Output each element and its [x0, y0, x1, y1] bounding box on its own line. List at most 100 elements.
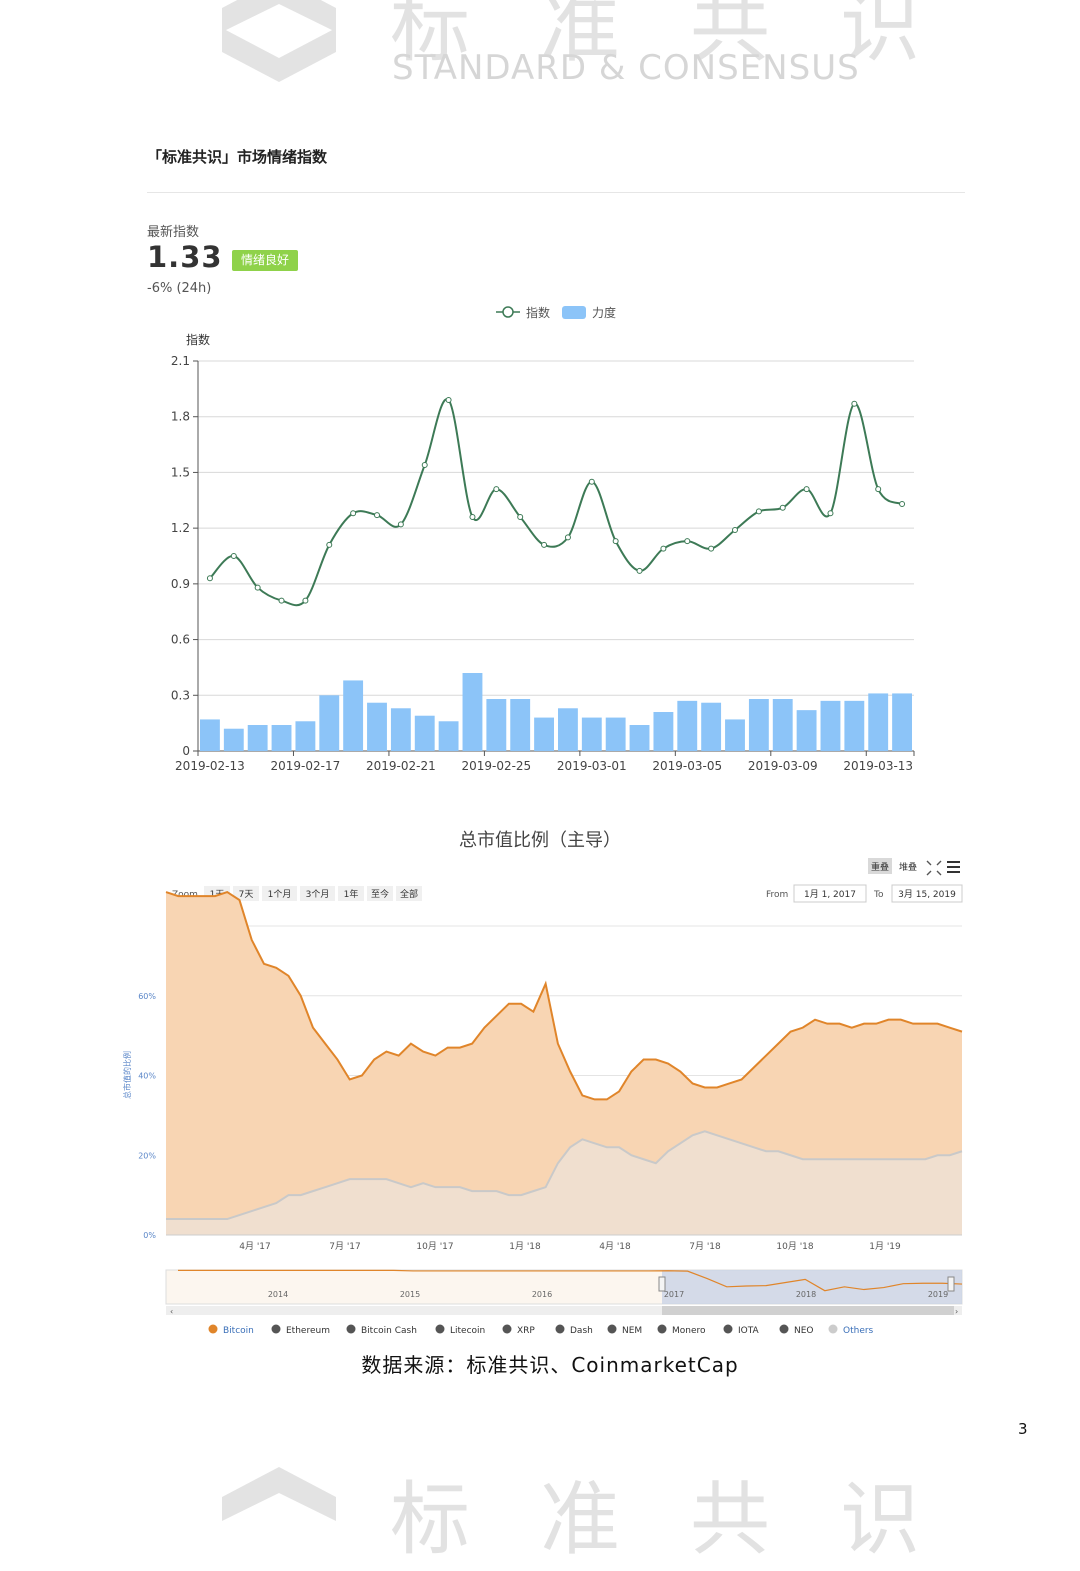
divider [147, 192, 965, 193]
page-number: 3 [1018, 1420, 1028, 1438]
legend-item-label: Dash [570, 1326, 593, 1336]
scroll-right-icon: › [955, 1307, 958, 1316]
strength-bar [200, 719, 220, 751]
strength-bar [390, 708, 411, 751]
watermark-cn-text: 标准共识 [390, 1473, 990, 1566]
strength-bar [462, 673, 483, 751]
y-tick-label: 2.1 [171, 354, 190, 368]
dominance-chart: 重叠 堆叠 Zoom 1天 7天 1个月 3个月 1年 至今 全部 From 1月 1, 2017 To… [110, 850, 980, 1350]
index-point [899, 501, 906, 507]
index-point [755, 508, 762, 515]
legend-item-label: Monero [672, 1326, 706, 1336]
strength-bar [629, 725, 650, 751]
strength-bar [343, 680, 364, 751]
index-point [708, 545, 715, 552]
navigator-label: 2014 [268, 1290, 288, 1299]
x-tick-label: 2019-03-09 [748, 759, 818, 773]
index-point [421, 462, 428, 468]
navigator-line [178, 1269, 963, 1292]
navigator-label: 2015 [400, 1290, 420, 1299]
x-tick-label: 7月 '18 [689, 1241, 721, 1252]
legend-marker [208, 1324, 218, 1334]
zoom-button [262, 886, 297, 901]
navigator-label: 2018 [796, 1290, 816, 1299]
index-point [660, 545, 667, 552]
x-tick-label: 2019-02-25 [461, 759, 531, 773]
y-tick-label: 0 [182, 744, 190, 758]
legend-item-label: XRP [517, 1326, 535, 1336]
sentiment-chart: 指数 力度 指数 0 0.3 0.6 0.9 1.2 1.5 1.8 2.1 2019-02-13 20… [140, 296, 940, 786]
strength-bar [796, 710, 817, 751]
navigator-label: 2016 [532, 1290, 552, 1299]
legend-marker [607, 1324, 617, 1334]
others-area [166, 1131, 962, 1235]
zoom-button-label: 至今 [371, 888, 389, 900]
index-point [684, 538, 691, 545]
index-point [350, 510, 357, 517]
strength-bar [414, 715, 435, 751]
index-point [636, 567, 643, 574]
x-tick-label: 4月 '17 [239, 1241, 271, 1252]
index-point [397, 521, 404, 528]
legend-item-label: Bitcoin Cash [361, 1326, 417, 1336]
index-line [209, 398, 903, 607]
x-tick-label: 2019-02-13 [175, 759, 245, 773]
legend-strength-label: 力度 [592, 305, 616, 320]
index-point [493, 486, 500, 493]
index-point [326, 541, 333, 548]
legend-marker [271, 1324, 281, 1334]
navigator-handle-right [947, 1276, 955, 1292]
strength-bar [868, 693, 889, 751]
zoom-button [396, 886, 422, 901]
index-point [278, 597, 285, 604]
strength-bar [772, 699, 793, 751]
strength-bar [844, 700, 865, 751]
strength-bar [581, 717, 602, 751]
x-tick-label: 2019-02-17 [271, 759, 341, 773]
x-tick-label: 2019-03-05 [652, 759, 722, 773]
y-axis-title: 指数 [186, 332, 210, 347]
y-tick-label: 0.9 [171, 577, 190, 591]
watermark-cn-text: 标准共识 [390, 0, 990, 73]
logo-icon [222, 0, 336, 82]
legend-strength-swatch [562, 306, 586, 319]
legend-item-label: Ethereum [286, 1326, 330, 1336]
legend-item-label: NEM [622, 1326, 642, 1336]
watermark-footer: 标准共识 [0, 1455, 1080, 1566]
strength-bar [367, 702, 387, 751]
index-point [374, 512, 380, 519]
from-label: From [766, 890, 788, 900]
y-tick-label: 1.5 [171, 465, 190, 479]
legend-item-label: NEO [794, 1326, 814, 1336]
strength-bar [677, 700, 698, 751]
index-point [445, 397, 452, 403]
bitcoin-line [165, 890, 963, 1101]
to-label: To [873, 890, 884, 900]
legend-index-label: 指数 [526, 305, 550, 320]
x-tick-label: 2019-02-21 [366, 759, 436, 773]
index-point [612, 538, 619, 545]
x-tick-label: 1月 '18 [509, 1241, 541, 1252]
x-tick-label: 2019-03-01 [557, 759, 627, 773]
navigator-label: 2017 [664, 1290, 684, 1299]
zoom-button [367, 886, 393, 901]
menu-icon [947, 861, 960, 873]
strength-bar [748, 699, 769, 751]
y-tick-label: 1.2 [171, 521, 190, 535]
index-point [469, 514, 476, 520]
strength-bar [725, 719, 745, 751]
y-tick-label: 0% [143, 1231, 156, 1240]
index-point [875, 486, 882, 493]
zoom-button [338, 886, 364, 901]
y-tick-label: 0.3 [171, 688, 190, 702]
zoom-button-label: 1个月 [268, 889, 292, 900]
scroll-left-icon: ‹ [170, 1307, 173, 1316]
strength-bar [820, 700, 841, 751]
latest-index-label: 最新指数 [147, 225, 200, 240]
y-tick-label: 60% [138, 992, 156, 1001]
strength-bar [223, 728, 244, 751]
strength-bar [892, 693, 912, 751]
index-point [564, 534, 571, 541]
